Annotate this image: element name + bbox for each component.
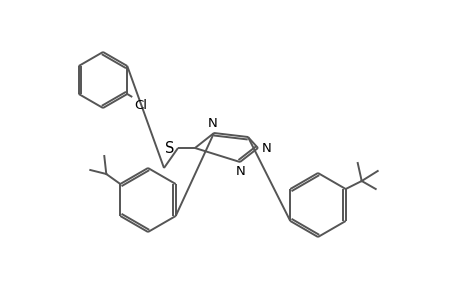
- Text: S: S: [164, 140, 174, 155]
- Text: Cl: Cl: [134, 99, 147, 112]
- Text: N: N: [207, 117, 218, 130]
- Text: N: N: [262, 142, 271, 154]
- Text: N: N: [235, 165, 246, 178]
